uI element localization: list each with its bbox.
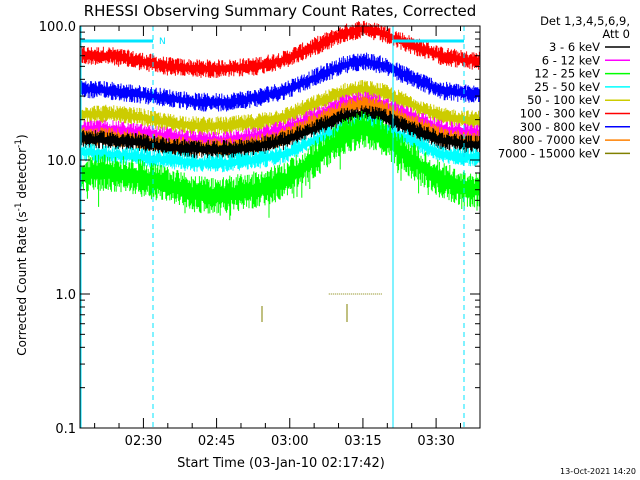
plot-background — [80, 26, 480, 428]
x-tick-label: 02:45 — [198, 434, 235, 449]
y-axis-label-pre: Corrected Count Rate (s — [15, 211, 29, 355]
x-tick-label: 03:30 — [417, 434, 454, 449]
legend-label: 12 - 25 keV — [534, 67, 600, 81]
y-tick-label: 10.0 — [47, 154, 76, 169]
legend-label: 25 - 50 keV — [534, 80, 600, 94]
y-axis-label-sup1: -1 — [14, 202, 24, 211]
footer-timestamp: 13-Oct-2021 14:20 — [560, 467, 636, 476]
legend-label: 100 - 300 keV — [520, 107, 600, 121]
plot-area — [80, 26, 480, 428]
y-tick-label: 1.0 — [55, 288, 76, 303]
legend-label: 800 - 7000 keV — [512, 133, 600, 147]
x-axis-label: Start Time (03-Jan-10 02:17:42) — [177, 456, 385, 471]
y-axis-label-sup2: -1 — [14, 139, 24, 148]
y-axis-label-post: ) — [15, 134, 29, 139]
saa-marker-label: N — [159, 37, 166, 47]
legend-label: 3 - 6 keV — [549, 40, 600, 54]
x-tick-label: 03:15 — [344, 434, 381, 449]
y-axis-label: Corrected Count Rate (s-1 detector-1) — [14, 134, 29, 355]
y-axis-label-mid: detector — [15, 148, 29, 203]
legend-label: 50 - 100 keV — [527, 93, 600, 107]
axis-layer: 0.1 1.0 10.0 100.0 02:30 02:45 03:00 03:15 03:30 — [39, 20, 481, 449]
legend-header-line-2: Att 0 — [602, 27, 630, 41]
series-layer — [80, 20, 480, 322]
legend-label: 6 - 12 keV — [542, 53, 600, 67]
y-tick-label: 0.1 — [55, 422, 76, 437]
plot-frame — [79, 25, 481, 429]
y-tick-label: 100.0 — [39, 20, 76, 35]
x-tick-label: 02:30 — [125, 434, 162, 449]
x-tick-label: 03:00 — [271, 434, 308, 449]
legend-label: 300 - 800 keV — [520, 120, 600, 134]
chart-title: RHESSI Observing Summary Count Rates, Co… — [84, 2, 477, 20]
overlay-layer: N — [80, 26, 465, 428]
legend-header-line-1: Det 1,3,4,5,6,9, — [540, 14, 630, 28]
legend-label: 7000 - 15000 keV — [498, 146, 600, 160]
